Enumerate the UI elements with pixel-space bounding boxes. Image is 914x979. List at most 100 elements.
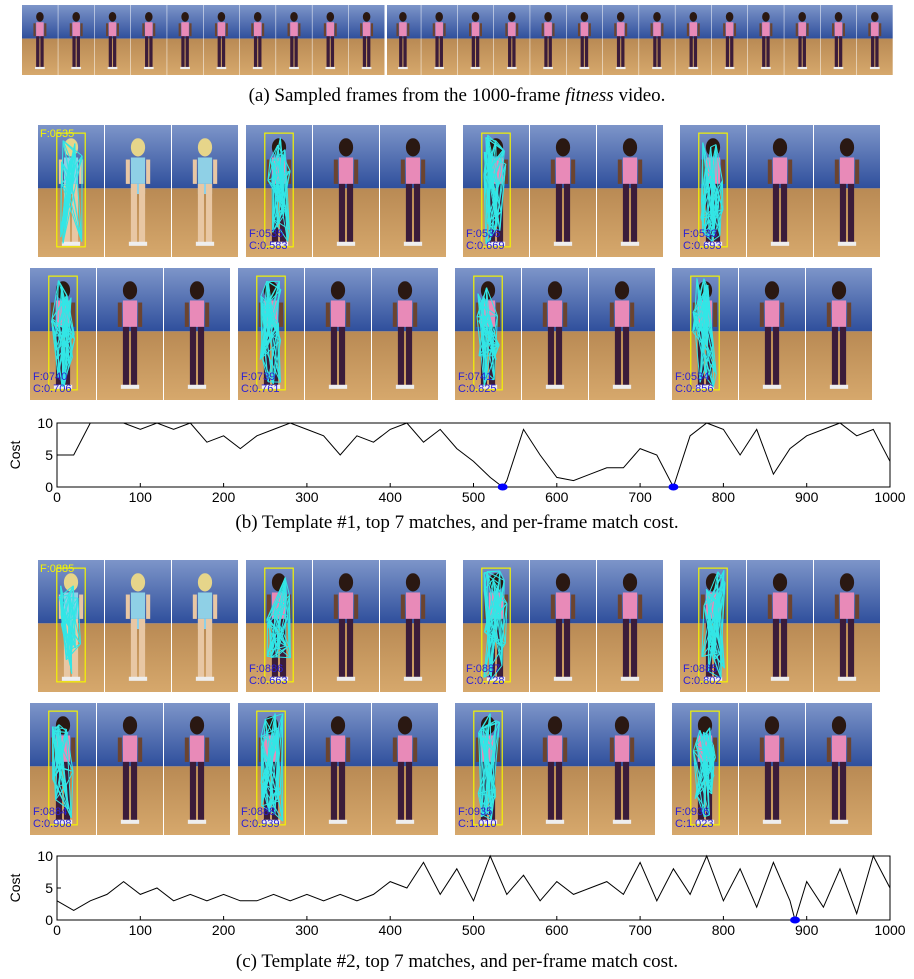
frame-floor xyxy=(421,39,457,75)
person-head xyxy=(398,281,412,299)
frame-floor xyxy=(172,188,238,257)
frame-floor xyxy=(530,188,596,257)
frame-floor xyxy=(597,188,663,257)
frame-label: F:0886 xyxy=(249,663,283,675)
person-arm xyxy=(760,738,764,762)
x-tick-label: 900 xyxy=(795,922,819,938)
shoe xyxy=(188,820,206,824)
person-arm xyxy=(551,595,555,619)
person-leg xyxy=(149,36,152,67)
person-arm xyxy=(401,160,405,184)
person-head xyxy=(254,12,262,22)
shoe xyxy=(253,67,263,69)
person-arm xyxy=(117,23,119,36)
person-arm xyxy=(614,23,616,36)
shoe xyxy=(289,67,299,69)
cost-label: C:0.706 xyxy=(33,383,72,395)
frame-floor xyxy=(312,39,348,75)
shoe xyxy=(771,677,789,681)
person-arm xyxy=(106,23,108,36)
person-leg xyxy=(615,762,621,821)
person-leg xyxy=(367,36,370,67)
frame-label: F:0535 xyxy=(249,228,283,240)
person-leg xyxy=(331,327,337,386)
person-arm xyxy=(713,303,717,327)
x-tick-label: 800 xyxy=(712,489,736,505)
person-leg xyxy=(198,327,204,386)
person-arm xyxy=(360,23,362,36)
shoe xyxy=(613,385,631,389)
person-leg xyxy=(690,36,693,67)
person-arm xyxy=(847,303,851,327)
person-arm xyxy=(185,303,189,327)
person-torso xyxy=(690,22,698,36)
person-leg xyxy=(206,184,212,243)
person-arm xyxy=(661,23,663,36)
person-leg xyxy=(556,184,562,243)
person-arm xyxy=(516,23,518,36)
person-arm xyxy=(298,23,300,36)
caption: (b) Template #1, top 7 matches, and per-… xyxy=(235,512,678,533)
person-torso xyxy=(123,300,137,326)
person-arm xyxy=(780,738,784,762)
y-tick-label: 10 xyxy=(37,415,53,431)
person-head xyxy=(181,12,189,22)
x-tick-label: 300 xyxy=(295,922,319,938)
person-head xyxy=(840,573,854,591)
person-arm xyxy=(153,23,155,36)
shoe xyxy=(870,67,880,69)
shoe xyxy=(434,67,444,69)
person-arm xyxy=(543,303,547,327)
person-arm xyxy=(226,23,228,36)
person-leg xyxy=(339,327,345,386)
person-arm xyxy=(185,738,189,762)
person-leg xyxy=(631,619,637,678)
person-leg xyxy=(181,36,184,67)
frame-floor xyxy=(739,766,805,835)
person-head xyxy=(339,138,353,156)
frame-floor xyxy=(105,188,171,257)
frame-label: F:0935 xyxy=(458,806,492,818)
person-leg xyxy=(617,36,620,67)
person-leg xyxy=(363,36,366,67)
frame-label: F:0884 xyxy=(33,806,67,818)
person-leg xyxy=(123,327,129,386)
person-head xyxy=(131,138,145,156)
person-torso xyxy=(339,592,353,618)
person-leg xyxy=(653,36,656,67)
person-leg xyxy=(773,184,779,243)
person-head xyxy=(832,716,846,734)
person-leg xyxy=(131,327,137,386)
cost-label: C:0.693 xyxy=(683,240,722,252)
shoe xyxy=(129,677,147,681)
person-head xyxy=(290,12,298,22)
frame-floor xyxy=(784,39,820,75)
frame-floor xyxy=(380,188,446,257)
person-arm xyxy=(770,23,772,36)
person-arm xyxy=(213,160,217,184)
person-leg xyxy=(848,619,854,678)
frame-floor xyxy=(164,766,230,835)
person-leg xyxy=(72,36,75,67)
person-leg xyxy=(347,184,353,243)
frame-floor xyxy=(494,39,530,75)
person-arm xyxy=(346,738,350,762)
person-head xyxy=(36,12,44,22)
x-tick-label: 300 xyxy=(295,489,319,505)
person-arm xyxy=(796,23,798,36)
person-torso xyxy=(832,735,846,761)
person-torso xyxy=(399,22,407,36)
person-head xyxy=(773,138,787,156)
frame-floor xyxy=(806,766,872,835)
person-arm xyxy=(855,595,859,619)
person-torso xyxy=(623,592,637,618)
y-axis-label: Cost xyxy=(7,874,23,903)
person-arm xyxy=(251,23,253,36)
frame-floor xyxy=(857,39,893,75)
person-arm xyxy=(393,303,397,327)
shoe xyxy=(404,677,422,681)
shoe xyxy=(771,242,789,246)
person-head xyxy=(109,12,117,22)
person-leg xyxy=(254,36,257,67)
person-arm xyxy=(70,23,72,36)
